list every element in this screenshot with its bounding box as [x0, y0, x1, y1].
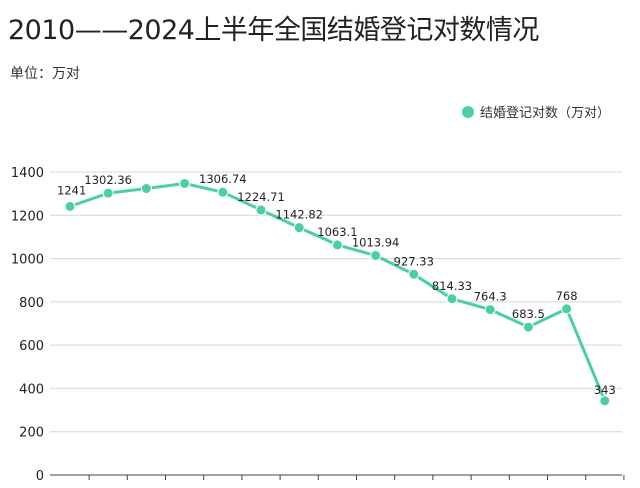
data-point-2010 [64, 200, 76, 212]
data-point-2016 [293, 222, 305, 234]
data-label-2015: 1224.71 [237, 190, 285, 204]
legend[interactable]: 结婚登记对数（万对） [462, 102, 610, 121]
data-label-2024上半年: 343 [594, 383, 616, 397]
grid-lines [50, 171, 622, 433]
data-label-2020: 814.33 [432, 279, 472, 293]
data-point-2017 [331, 239, 343, 251]
data-point-2018 [370, 250, 382, 262]
series-line [69, 181, 607, 402]
data-point-2020 [446, 293, 458, 305]
data-label-2011: 1302.36 [84, 173, 132, 187]
legend-label: 结婚登记对数（万对） [480, 106, 611, 121]
series-marks [64, 177, 611, 407]
data-point-2021 [484, 304, 496, 316]
y-tick-label-800: 800 [19, 296, 44, 311]
data-point-2013 [179, 177, 191, 189]
data-label-2023: 768 [556, 289, 578, 303]
data-label-2017: 1063.1 [317, 225, 357, 239]
y-tick-label-200: 200 [19, 426, 44, 441]
data-label-2018: 1013.94 [352, 236, 400, 250]
y-tick-label-600: 600 [19, 339, 44, 354]
axes: 0 200 400 600 800 1000 1200 1400 [11, 166, 625, 484]
data-label-2021: 764.3 [474, 290, 507, 304]
data-point-2011 [102, 187, 114, 199]
y-tick-label-1400: 1400 [11, 166, 44, 181]
data-point-2024上半年 [599, 395, 611, 407]
data-point-2015 [255, 204, 267, 216]
data-point-2019 [408, 268, 420, 280]
data-point-2012 [140, 183, 152, 195]
y-tick-label-1000: 1000 [11, 253, 44, 268]
data-label-2016: 1142.82 [275, 208, 323, 222]
data-label-2019: 927.33 [394, 254, 434, 268]
unit-label: 单位：万对 [10, 66, 80, 82]
y-tick-label-1200: 1200 [11, 209, 44, 224]
legend-marker-icon [462, 105, 474, 118]
data-label-2022: 683.5 [512, 307, 545, 321]
data-point-2023 [561, 303, 573, 315]
chart-title: 2010——2024上半年全国结婚登记对数情况 [8, 15, 539, 46]
y-tick-label-0: 0 [36, 469, 44, 484]
data-point-2022 [522, 321, 534, 333]
data-label-2014: 1306.74 [199, 172, 247, 186]
data-point-2014 [217, 186, 229, 198]
y-tick-label-400: 400 [19, 382, 44, 397]
data-label-2010: 1241 [57, 183, 86, 197]
